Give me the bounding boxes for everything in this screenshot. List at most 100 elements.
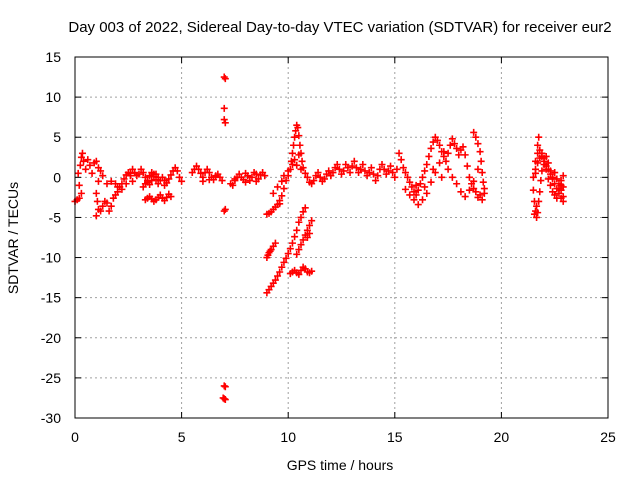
data-point [77, 189, 85, 197]
data-point [544, 175, 552, 183]
data-point [303, 173, 311, 181]
y-tick-label: -5 [49, 209, 62, 225]
data-point [205, 176, 213, 184]
data-point [276, 200, 284, 208]
data-point [167, 193, 175, 201]
data-points [71, 73, 567, 404]
data-point [308, 267, 316, 275]
y-tick-label: 10 [45, 89, 61, 105]
data-point [357, 165, 365, 173]
x-axis-label: GPS time / hours [287, 457, 394, 473]
data-point [316, 173, 324, 181]
data-point [436, 159, 444, 167]
data-point [107, 177, 115, 185]
data-point [280, 258, 288, 266]
data-point [478, 196, 486, 204]
data-point [92, 212, 100, 220]
data-point [348, 162, 356, 170]
data-point [92, 189, 100, 197]
data-point [278, 263, 286, 271]
data-point [161, 181, 169, 189]
data-point [314, 169, 322, 177]
data-point [244, 172, 252, 180]
data-point [118, 185, 126, 193]
data-point [429, 138, 437, 146]
data-point [220, 395, 228, 403]
data-point [303, 234, 311, 241]
data-point [320, 175, 328, 183]
data-point [266, 247, 274, 255]
data-point [126, 169, 134, 177]
data-point [293, 161, 301, 169]
data-point [271, 239, 279, 247]
data-point [474, 193, 482, 201]
data-point [346, 169, 354, 177]
data-point [231, 175, 239, 183]
data-point [150, 170, 158, 178]
y-tick-label: -10 [41, 250, 61, 266]
data-point [84, 156, 92, 164]
data-point [274, 272, 282, 280]
y-tick-label: -30 [41, 410, 61, 426]
data-point [178, 177, 186, 185]
data-point [477, 157, 485, 165]
data-point [252, 177, 260, 185]
data-point [310, 177, 318, 185]
data-point [459, 143, 467, 151]
data-point [75, 181, 83, 189]
data-point [165, 175, 173, 183]
data-point [97, 167, 105, 175]
data-point [352, 164, 360, 172]
data-point [78, 149, 86, 157]
data-point [448, 135, 456, 143]
data-point [107, 202, 115, 210]
data-point [450, 140, 458, 148]
data-point [293, 250, 301, 258]
data-point [542, 165, 550, 173]
data-point [551, 169, 559, 177]
data-point [423, 160, 431, 168]
data-point [306, 221, 314, 229]
data-point [167, 171, 175, 179]
data-point [412, 191, 420, 199]
data-point [221, 383, 229, 391]
data-point [252, 170, 260, 178]
data-point [291, 156, 299, 164]
data-point [453, 144, 461, 152]
data-point [546, 167, 554, 175]
data-point [559, 172, 567, 180]
data-point [372, 177, 380, 185]
data-point [406, 191, 414, 199]
data-point [533, 202, 541, 210]
data-point [286, 245, 294, 253]
data-point [421, 167, 429, 175]
data-point [374, 172, 382, 180]
data-point [282, 177, 290, 185]
data-point [421, 183, 429, 191]
y-tick-label: -20 [41, 330, 61, 346]
data-point [298, 157, 306, 165]
data-point [76, 161, 84, 169]
data-point [139, 169, 147, 177]
data-point [220, 116, 228, 124]
data-point [280, 172, 288, 180]
plot-frame [74, 56, 609, 419]
data-point [553, 175, 561, 183]
data-point [535, 133, 543, 141]
data-point [412, 181, 420, 189]
data-point [399, 164, 407, 172]
data-point [476, 148, 484, 156]
data-point [540, 160, 548, 168]
data-point [80, 157, 88, 165]
data-point [529, 186, 537, 194]
data-point [536, 188, 544, 196]
data-point [395, 149, 403, 157]
data-point [380, 165, 388, 173]
data-point [414, 186, 422, 194]
data-point [433, 136, 441, 144]
data-point [220, 382, 228, 390]
data-point [284, 250, 292, 258]
data-point [461, 193, 469, 201]
data-point [288, 239, 296, 247]
data-point [557, 177, 565, 185]
